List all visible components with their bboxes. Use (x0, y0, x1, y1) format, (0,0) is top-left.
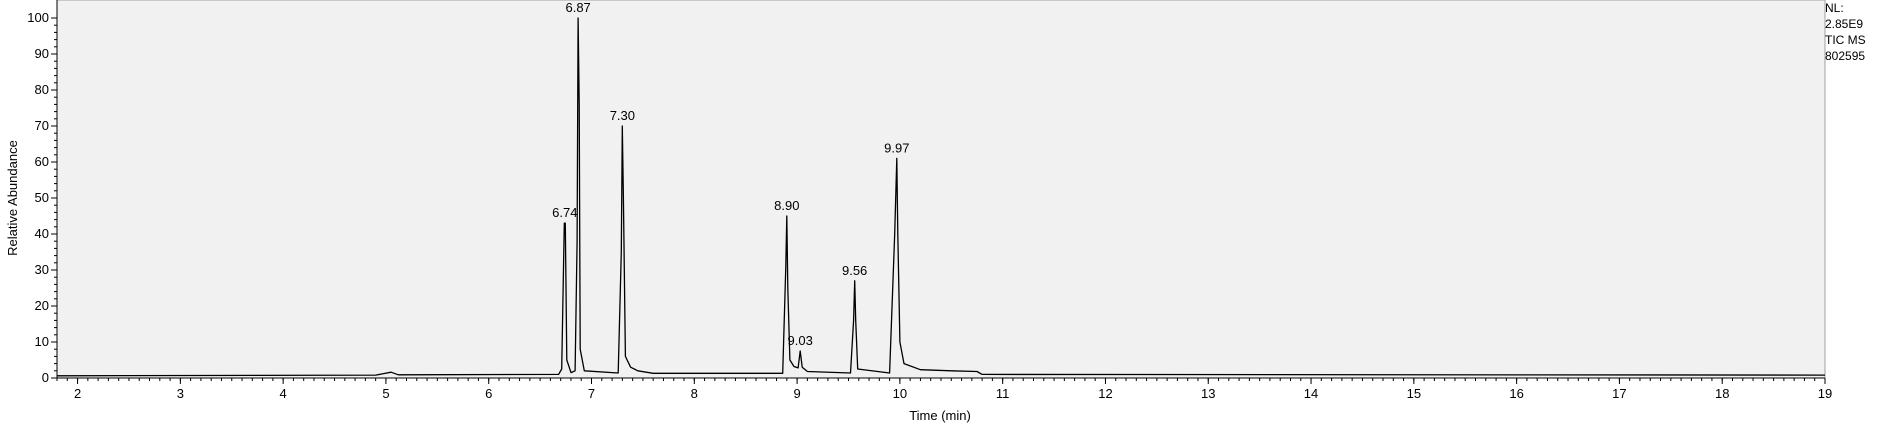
x-tick-label: 4 (280, 386, 287, 401)
peak-label: 9.03 (788, 333, 813, 348)
peak-label: 7.30 (610, 108, 635, 123)
info-nl-value: 2.85E9 (1825, 17, 1864, 31)
x-tick-label: 12 (1098, 386, 1112, 401)
y-axis-title: Relative Abundance (5, 140, 20, 256)
y-tick-label: 20 (35, 298, 49, 313)
x-tick-label: 6 (485, 386, 492, 401)
plot-area (56, 0, 1826, 379)
y-tick-label: 10 (35, 334, 49, 349)
tic-trace-line (56, 17, 1826, 377)
x-tick-label: 5 (382, 386, 389, 401)
traces (56, 17, 1826, 377)
x-tick-label: 7 (588, 386, 595, 401)
x-tick-label: 10 (893, 386, 907, 401)
x-tick-label: 9 (793, 386, 800, 401)
y-tick-label: 50 (35, 190, 49, 205)
peak-label: 9.97 (884, 140, 909, 155)
x-tick-label: 19 (1818, 386, 1832, 401)
x-tick-label: 16 (1509, 386, 1523, 401)
peak-labels: 6.74 6.87 7.30 8.90 9.03 9.56 9.97 (552, 0, 909, 348)
scan-info: NL: 2.85E9 TIC MS 802595 (1825, 0, 1866, 64)
y-tick-label: 30 (35, 262, 49, 277)
x-tick-label: 15 (1407, 386, 1421, 401)
info-sample-id: 802595 (1825, 49, 1866, 63)
peak-label: 8.90 (774, 198, 799, 213)
peak-label: 9.56 (842, 263, 867, 278)
x-tick-label: 13 (1201, 386, 1215, 401)
y-tick-label: 90 (35, 46, 49, 61)
x-axis-title: Time (min) (909, 408, 971, 423)
x-tick-label: 2 (74, 386, 81, 401)
info-nl: NL: (1825, 1, 1844, 15)
y-tick-label: 80 (35, 82, 49, 97)
y-tick-label: 40 (35, 226, 49, 241)
x-tick-label: 17 (1612, 386, 1626, 401)
x-tick-label: 14 (1304, 386, 1318, 401)
x-tick-label: 8 (691, 386, 698, 401)
axes: 2 3 4 5 6 7 8 9 10 11 12 13 14 15 16 17 18 19 0 10 20 30 40 50 6… (27, 0, 1832, 401)
y-tick-label: 60 (35, 154, 49, 169)
x-tick-label: 11 (996, 386, 1010, 401)
x-tick-label: 3 (177, 386, 184, 401)
y-tick-label: 70 (35, 118, 49, 133)
y-tick-label: 100 (27, 10, 49, 25)
peak-label: 6.87 (565, 0, 590, 15)
y-tick-label: 0 (42, 370, 49, 385)
info-scan-type: TIC MS (1825, 33, 1866, 47)
peak-label: 6.74 (552, 205, 577, 220)
x-tick-label: 18 (1715, 386, 1729, 401)
